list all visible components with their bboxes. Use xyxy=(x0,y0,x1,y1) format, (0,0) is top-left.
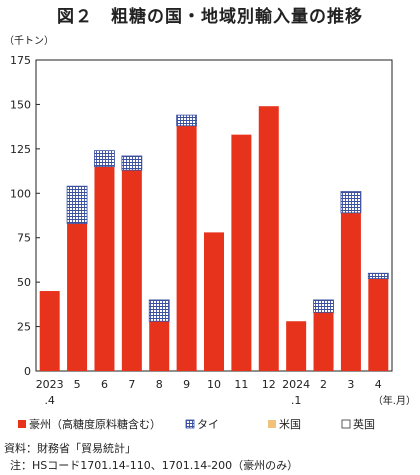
x-tick-label: 2 xyxy=(320,378,327,391)
x-tick-sublabel: .1 xyxy=(291,394,302,407)
y-axis-label: （千トン） xyxy=(4,35,54,47)
bar-thailand xyxy=(148,299,170,322)
legend-swatch xyxy=(268,420,276,428)
y-tick-label: 25 xyxy=(17,321,31,334)
chart-title: 図２ 粗糖の国・地域別輸入量の推移 xyxy=(57,7,363,27)
legend-label: 豪州（高糖度原料糖含む） xyxy=(29,417,161,431)
footnote: 注：HSコード1701.14-110、1701.14-200（豪州のみ） xyxy=(10,459,299,472)
legend-label: 米国 xyxy=(279,418,301,431)
bar-thailand xyxy=(367,272,389,279)
bar-thailand xyxy=(313,299,334,313)
legend-swatch xyxy=(341,419,351,429)
legend-label: タイ xyxy=(197,418,219,431)
y-tick-label: 150 xyxy=(10,98,31,111)
x-tick-label: 8 xyxy=(156,378,163,391)
bar-australia xyxy=(204,232,224,371)
bar-thailand xyxy=(121,155,143,171)
x-axis-label: （年.月） xyxy=(373,394,416,407)
legend-swatch xyxy=(18,420,26,428)
x-tick-label: 11 xyxy=(234,378,248,391)
bar-thailand xyxy=(94,150,115,168)
bar-chart: 0 25 50 75 100 125 150 175 （千トン） 2023 .4 5 6 7 8 9 10 11 1… xyxy=(4,35,416,431)
x-tick-label: 5 xyxy=(74,378,81,391)
bar-australia xyxy=(258,106,279,371)
x-tick-label: 9 xyxy=(183,378,190,391)
y-tick-label: 100 xyxy=(10,187,31,200)
y-tick-label: 125 xyxy=(10,143,31,156)
source-note: 資料：財務省「貿易統計」 xyxy=(4,442,136,455)
bar-australia xyxy=(39,291,60,371)
bar-australia xyxy=(368,278,389,371)
bar-australia xyxy=(313,312,334,371)
y-tick-label: 75 xyxy=(17,232,31,245)
x-tick-sublabel: .4 xyxy=(44,394,55,407)
bar-australia xyxy=(121,170,142,371)
x-tick-label: 7 xyxy=(128,378,135,391)
bar-thailand xyxy=(66,185,88,224)
y-tick-label: 50 xyxy=(17,276,31,289)
legend-label: 英国 xyxy=(353,417,375,431)
bar-australia xyxy=(340,212,361,371)
legend-swatch xyxy=(185,419,195,429)
bar-australia xyxy=(67,223,88,371)
x-tick-label: 2024 xyxy=(282,378,310,391)
x-tick-label: 6 xyxy=(101,378,108,391)
bar-australia xyxy=(286,321,307,371)
x-tick-label: 10 xyxy=(207,378,221,391)
y-tick-label: 175 xyxy=(10,54,31,67)
bar-thailand xyxy=(340,191,362,214)
bar-australia xyxy=(231,134,252,371)
x-tick-label: 2023 xyxy=(36,378,64,391)
x-tick-label: 4 xyxy=(375,378,382,391)
x-tick-label: 12 xyxy=(262,378,276,391)
bar-australia xyxy=(176,125,197,371)
bar-australia xyxy=(149,321,170,371)
bar-thailand xyxy=(176,114,198,127)
bar-australia xyxy=(94,166,115,371)
y-tick-label: 0 xyxy=(24,365,31,378)
x-tick-label: 3 xyxy=(347,378,354,391)
